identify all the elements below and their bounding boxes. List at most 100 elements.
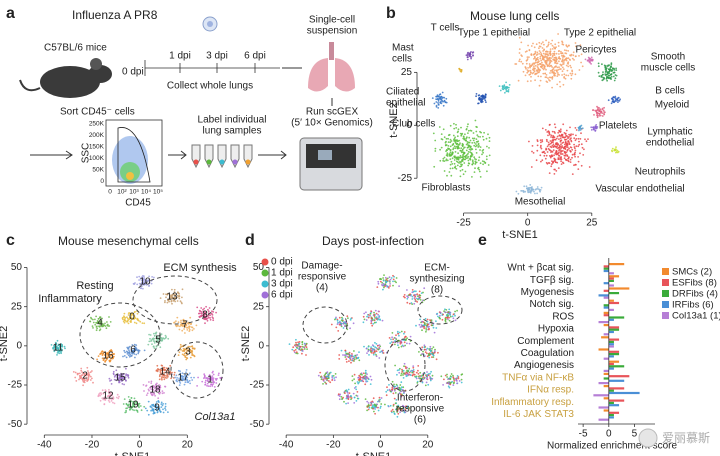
cell-dot — [364, 369, 367, 372]
cell-dot — [508, 84, 511, 86]
cell-dot — [472, 139, 475, 142]
cell-dot — [412, 370, 415, 373]
cell-dot — [563, 132, 566, 134]
cell-dot — [358, 351, 360, 353]
cell-dot — [398, 369, 400, 371]
cell-dot — [518, 48, 521, 50]
cell-dot — [327, 377, 329, 380]
cell-dot — [184, 326, 187, 328]
cell-dot — [604, 73, 607, 75]
cell-dot — [423, 327, 426, 330]
cell-dot — [156, 336, 159, 338]
cell-dot — [208, 307, 211, 309]
cell-dot — [547, 141, 550, 144]
cell-dot — [111, 357, 114, 359]
x-axis-label: Normalized enrichment score — [547, 441, 677, 452]
cell-dot — [435, 327, 438, 329]
cell-dot — [406, 297, 409, 300]
cell-dot — [344, 325, 346, 327]
cell-dot — [579, 129, 582, 131]
cell-dot — [202, 308, 204, 311]
scatter-cloud — [50, 275, 224, 416]
cell-dot — [300, 348, 303, 351]
cell-dot — [577, 160, 580, 163]
cell-dot — [556, 135, 559, 138]
cell-dot — [370, 404, 372, 407]
cluster-label: Smooth — [651, 52, 685, 63]
cell-dot — [416, 295, 419, 297]
cell-dot — [348, 356, 351, 359]
cell-dot — [548, 76, 551, 79]
cell-dot — [176, 294, 179, 297]
cell-dot — [102, 398, 105, 401]
cell-dot — [365, 347, 368, 350]
cell-dot — [353, 373, 356, 376]
cell-dot — [162, 408, 164, 411]
cell-dot — [425, 378, 428, 380]
cell-dot — [163, 392, 165, 394]
cell-dot — [371, 349, 374, 352]
cell-dot — [123, 376, 126, 378]
cell-dot — [57, 347, 60, 350]
panel-title: Influenza A PR8 — [72, 8, 158, 22]
cell-dot — [570, 66, 572, 69]
cell-dot — [549, 48, 552, 50]
cell-dot — [442, 100, 444, 103]
cell-dot — [503, 84, 506, 87]
cell-dot — [573, 143, 575, 146]
cell-dot — [466, 52, 469, 55]
cell-dot — [159, 391, 162, 394]
cell-dot — [440, 375, 443, 378]
cell-dot — [453, 162, 456, 165]
cell-dot — [367, 316, 370, 319]
group-outline — [79, 302, 161, 368]
cell-dot — [459, 142, 461, 145]
cell-dot — [433, 165, 436, 168]
cell-dot — [395, 383, 398, 386]
cell-dot — [295, 346, 298, 349]
cluster-number: 10 — [139, 277, 151, 288]
cell-dot — [369, 313, 372, 315]
bar — [601, 336, 609, 339]
cell-dot — [487, 164, 490, 166]
cell-dot — [461, 156, 464, 158]
cell-dot — [398, 334, 400, 337]
cell-dot — [94, 323, 97, 326]
group-outline — [132, 275, 218, 325]
cell-dot — [452, 317, 455, 320]
cell-dot — [543, 150, 545, 153]
cell-dot — [541, 139, 544, 141]
cell-dot — [541, 61, 543, 64]
cell-dot — [466, 54, 469, 56]
cell-dot — [559, 153, 562, 155]
cell-dot — [565, 74, 568, 77]
cell-dot — [303, 348, 306, 350]
cell-dot — [347, 396, 350, 399]
cell-dot — [457, 152, 459, 155]
cell-dot — [191, 345, 194, 347]
cell-dot — [538, 53, 540, 55]
cell-dot — [448, 386, 451, 389]
cell-dot — [475, 148, 477, 151]
cell-dot — [181, 353, 184, 356]
cell-dot — [161, 392, 164, 395]
cluster-number: 13 — [166, 292, 178, 303]
cell-dot — [123, 383, 125, 386]
cell-dot — [559, 131, 562, 134]
cell-dot — [546, 45, 548, 48]
cell-dot — [593, 114, 595, 116]
cell-dot — [123, 316, 126, 318]
cell-dot — [561, 74, 563, 76]
cell-dot — [531, 150, 533, 153]
cell-dot — [429, 348, 432, 350]
category-label: Inflammatory resp. — [491, 397, 574, 408]
cell-dot — [368, 406, 371, 409]
cell-dot — [195, 324, 198, 327]
cell-dot — [590, 59, 593, 62]
cell-dot — [444, 141, 447, 144]
bar — [608, 401, 614, 404]
cell-dot — [615, 74, 618, 77]
cell-dot — [488, 140, 491, 143]
x-tick-label: -25 — [456, 218, 471, 229]
cell-dot — [564, 52, 567, 54]
